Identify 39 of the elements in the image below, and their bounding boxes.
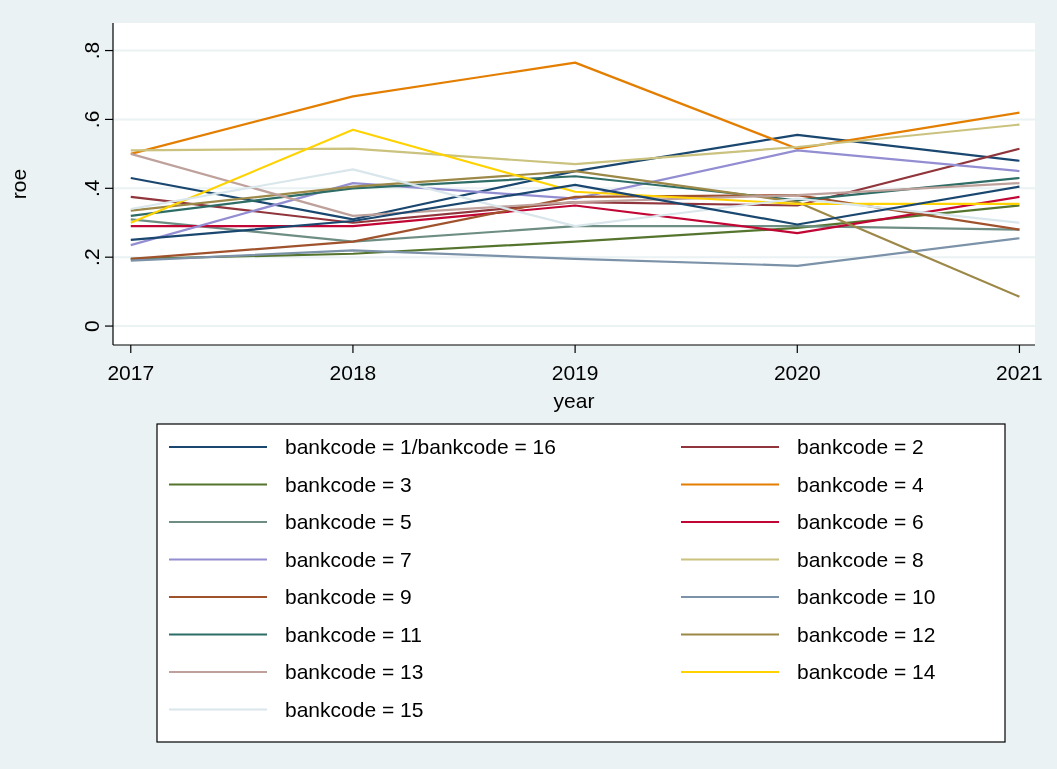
line-series [129, 195, 1021, 235]
legend-label: bankcode = 15 [285, 697, 424, 721]
line-series [129, 237, 1021, 267]
x-tick-label: 2020 [773, 361, 821, 384]
line-series [129, 175, 1021, 217]
legend-label: bankcode = 5 [285, 510, 412, 533]
line-series [129, 61, 1021, 155]
legend-label: bankcode = 2 [797, 435, 924, 458]
legend-label: bankcode = 10 [797, 585, 936, 608]
y-axis-title: roe [7, 168, 30, 200]
legend-label: bankcode = 1/bankcode = 16 [285, 435, 556, 458]
y-tick-label: .8 [80, 41, 103, 60]
x-tick-label: 2018 [329, 361, 377, 384]
legend-label: bankcode = 3 [285, 472, 412, 496]
line-series [129, 218, 1021, 243]
legend-label: bankcode = 11 [285, 622, 422, 646]
line-series [129, 123, 1021, 166]
y-tick-label: .4 [80, 179, 103, 198]
line-series [129, 168, 1021, 228]
legend-label: bankcode = 4 [797, 472, 925, 496]
legend-label: bankcode = 14 [797, 660, 936, 683]
y-tick-label: .6 [80, 110, 103, 129]
x-tick-label: 2019 [551, 361, 599, 384]
legend-label: bankcode = 12 [797, 622, 936, 646]
line-series [129, 169, 1021, 298]
legend-label: bankcode = 6 [797, 510, 924, 533]
legend-label: bankcode = 9 [285, 585, 412, 608]
line-series [129, 149, 1021, 247]
line-series [129, 152, 1021, 217]
legend-label: bankcode = 7 [285, 547, 412, 571]
legend-label: bankcode = 13 [285, 660, 424, 683]
y-tick-label: 0 [80, 320, 103, 332]
x-tick-label: 2021 [996, 361, 1043, 384]
x-tick-label: 2017 [107, 361, 155, 384]
legend-label: bankcode = 8 [797, 547, 924, 571]
line-series [129, 147, 1021, 224]
y-tick-label: .2 [80, 248, 103, 266]
line-series [129, 194, 1021, 260]
x-axis-title: year [553, 389, 595, 412]
